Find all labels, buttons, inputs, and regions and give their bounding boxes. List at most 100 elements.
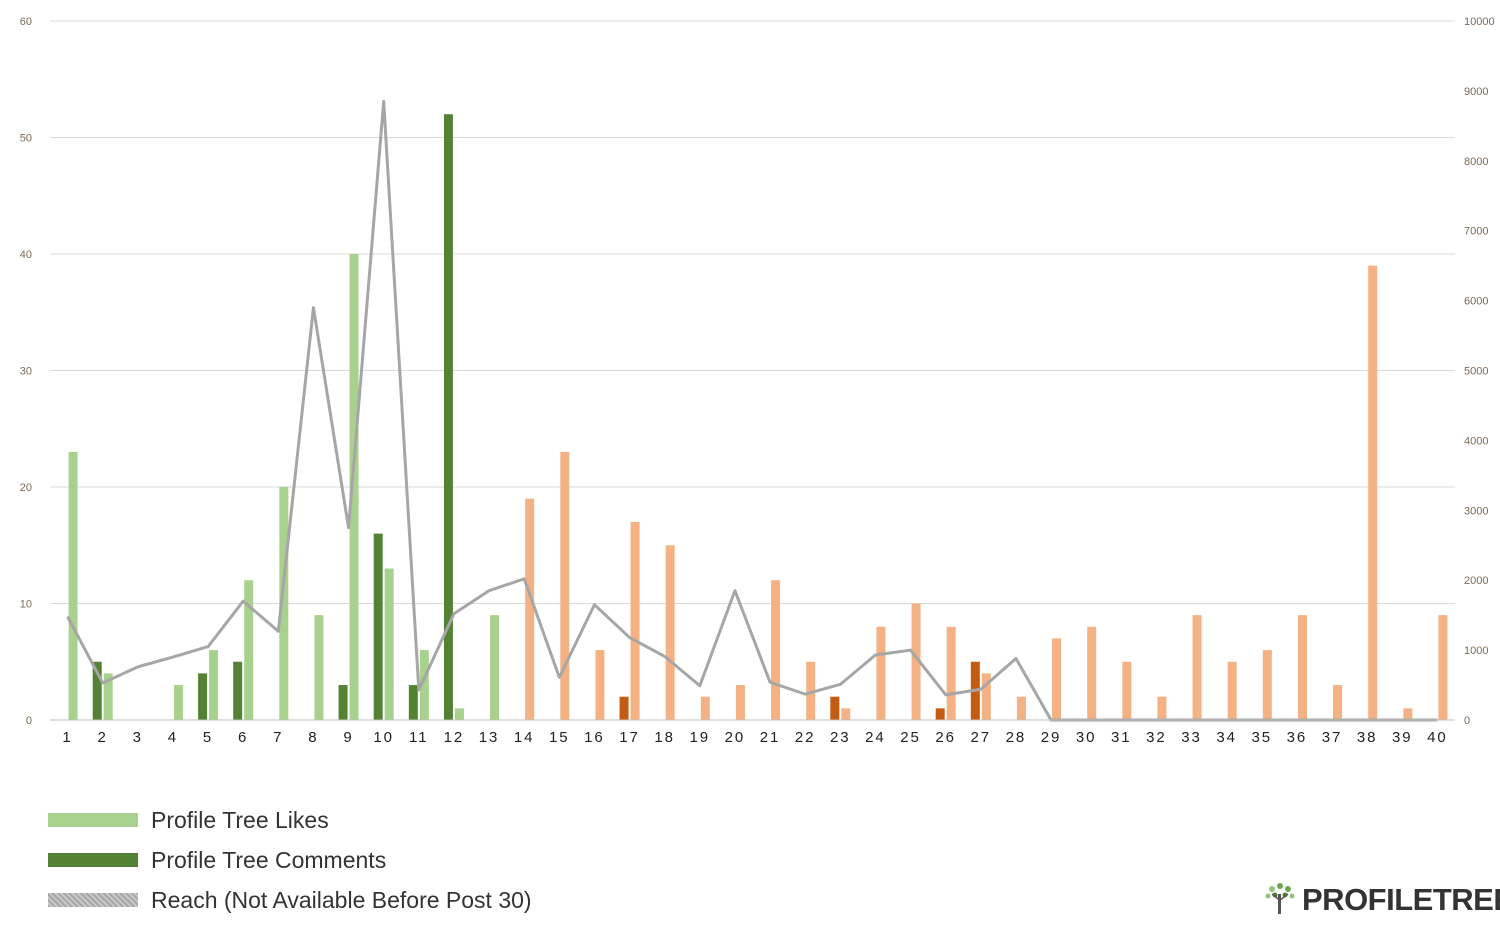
legend-label-comments: Profile Tree Comments: [151, 847, 387, 873]
bar-comments: [373, 533, 383, 720]
x-tick-label: 8: [308, 729, 318, 746]
bar-likes: [209, 650, 219, 720]
x-tick-label: 32: [1146, 729, 1167, 746]
y-right-tick-label: 4000: [1464, 435, 1488, 447]
bar-comments: [619, 696, 629, 720]
legend-item-likes: Profile Tree Likes: [48, 805, 608, 835]
y-right-tick-label: 3000: [1464, 505, 1488, 517]
legend-item-comments: Profile Tree Comments: [48, 845, 608, 875]
bar-likes: [981, 673, 991, 720]
x-tick-label: 30: [1076, 729, 1097, 746]
bar-likes: [173, 685, 183, 720]
bar-likes: [384, 568, 394, 720]
x-tick-label: 35: [1251, 729, 1272, 746]
bar-comments: [408, 685, 418, 720]
bar-likes: [525, 498, 535, 720]
bar-likes: [665, 545, 675, 720]
bar-likes: [490, 615, 500, 720]
x-tick-label: 16: [584, 729, 605, 746]
x-tick-label: 38: [1357, 729, 1378, 746]
bar-likes: [841, 708, 851, 720]
bar-likes: [1192, 615, 1202, 720]
bar-likes: [700, 696, 710, 720]
x-tick-label: 19: [689, 729, 710, 746]
combo-chart: 0 10 20 30 40 50 60 0 1000 2000 3000 4000 5000 6000 7…: [20, 16, 1495, 746]
bar-likes: [876, 626, 886, 720]
logo-text: PROFILETREE: [1302, 882, 1500, 917]
y-right-tick-label: 5000: [1464, 366, 1488, 378]
bar-likes: [630, 521, 640, 720]
bar-comments: [338, 685, 348, 720]
x-tick-label: 1: [62, 729, 72, 746]
y-left-tick-label: 0: [26, 715, 32, 727]
bar-likes: [419, 650, 429, 720]
bar-likes: [771, 580, 781, 720]
bar-likes: [595, 650, 605, 720]
x-axis-ticks: 1 2 3 4 5 6 7 8 9 10 11 12 13 14 15 16 17 18 19 20 21 22 23 24 2…: [50, 719, 1455, 746]
y-left-tick-label: 20: [20, 482, 32, 494]
x-tick-label: 15: [549, 729, 570, 746]
x-tick-label: 31: [1111, 729, 1132, 746]
bar-likes: [1297, 615, 1307, 720]
x-tick-label: 13: [479, 729, 500, 746]
x-tick-label: 11: [409, 729, 429, 746]
y-right-tick-label: 9000: [1464, 86, 1488, 98]
y-right-tick-label: 10000: [1464, 16, 1495, 28]
x-tick-label: 18: [654, 729, 675, 746]
bar-likes: [1016, 696, 1026, 720]
bar-likes: [806, 661, 816, 720]
bar-likes: [349, 254, 359, 720]
y-right-tick-label: 1000: [1464, 645, 1488, 657]
x-tick-label: 6: [238, 729, 248, 746]
bar-likes: [560, 452, 570, 720]
reach-line-path: [66, 99, 1438, 722]
x-tick-label: 25: [900, 729, 921, 746]
bar-likes: [68, 452, 78, 720]
x-tick-label: 37: [1322, 729, 1343, 746]
bar-likes: [735, 685, 745, 720]
x-tick-label: 33: [1181, 729, 1202, 746]
y-left-tick-label: 30: [20, 366, 32, 378]
profiletree-logo: PROFILETREE: [1262, 880, 1500, 920]
x-tick-label: 20: [725, 729, 746, 746]
x-tick-label: 28: [1006, 729, 1027, 746]
legend-swatch-reach: [48, 893, 138, 907]
bar-likes: [1087, 626, 1097, 720]
x-tick-label: 4: [168, 729, 178, 746]
bar-comments: [92, 661, 102, 720]
x-tick-label: 5: [203, 729, 213, 746]
bar-likes: [244, 580, 254, 720]
bars: [68, 114, 1448, 720]
x-tick-label: 24: [865, 729, 886, 746]
y-right-tick-label: 0: [1464, 715, 1470, 727]
legend-item-reach: Reach (Not Available Before Post 30): [48, 885, 608, 915]
x-tick-label: 36: [1287, 729, 1308, 746]
y-left-tick-label: 40: [20, 249, 32, 261]
x-tick-label: 40: [1427, 729, 1448, 746]
legend-swatch-likes: [48, 813, 138, 827]
bar-likes: [279, 487, 289, 720]
bar-likes: [1403, 708, 1413, 720]
legend-swatch-comments: [48, 853, 138, 867]
x-tick-label: 22: [795, 729, 816, 746]
bar-comments: [830, 696, 840, 720]
bar-comments: [198, 673, 208, 720]
left-axis-ticks: 0 10 20 30 40 50 60: [20, 16, 32, 727]
bar-comments: [935, 708, 945, 720]
x-tick-label: 7: [273, 729, 283, 746]
x-tick-label: 3: [133, 729, 143, 746]
tree-icon: [1265, 883, 1295, 914]
bar-likes: [1122, 661, 1132, 720]
y-right-tick-label: 8000: [1464, 156, 1488, 168]
legend-label-likes: Profile Tree Likes: [151, 807, 329, 833]
bar-comments: [233, 661, 243, 720]
x-tick-label: 23: [830, 729, 851, 746]
bar-likes: [314, 615, 324, 720]
reach-line: [66, 99, 1438, 722]
bar-likes: [1157, 696, 1167, 720]
bar-likes: [454, 708, 464, 720]
bar-likes: [1333, 685, 1343, 720]
x-tick-label: 39: [1392, 729, 1413, 746]
legend-label-reach: Reach (Not Available Before Post 30): [151, 887, 532, 913]
x-tick-label: 29: [1041, 729, 1062, 746]
